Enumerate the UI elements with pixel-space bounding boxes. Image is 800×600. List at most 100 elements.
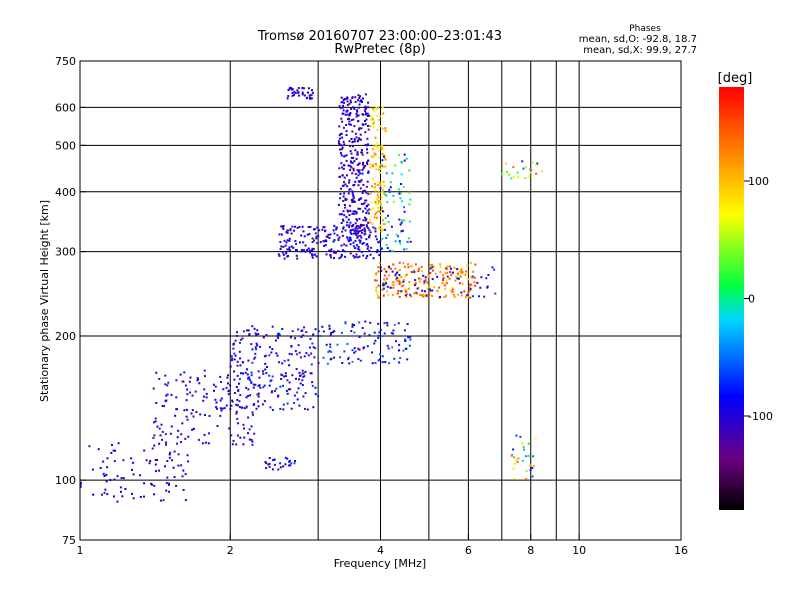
data-point	[256, 344, 259, 347]
data-point	[294, 337, 296, 340]
data-point	[349, 165, 352, 167]
data-point	[359, 234, 362, 237]
data-point	[373, 331, 376, 334]
data-point	[534, 437, 537, 440]
data-point	[298, 225, 301, 228]
data-point	[379, 187, 382, 190]
data-point	[246, 373, 249, 376]
data-point	[366, 161, 368, 164]
data-point	[517, 457, 520, 460]
data-point	[352, 194, 355, 197]
x-tick-label: 1	[77, 544, 84, 557]
data-point	[253, 327, 256, 330]
data-point	[252, 386, 255, 389]
data-point	[403, 279, 406, 281]
x-axis-ticks: 1 2 4 6 8 10 16	[77, 534, 688, 557]
data-point	[323, 245, 326, 247]
data-point	[295, 242, 298, 245]
data-point	[358, 128, 360, 131]
data-point	[257, 370, 260, 373]
data-point	[367, 192, 370, 195]
data-point	[302, 230, 305, 233]
data-point	[250, 380, 253, 383]
data-point	[239, 341, 241, 344]
data-point	[342, 104, 345, 107]
data-point	[344, 321, 347, 324]
data-point	[186, 393, 189, 396]
colorbar-tick-label: -100	[748, 410, 773, 423]
data-point	[381, 237, 384, 240]
data-point	[377, 156, 380, 159]
data-point	[384, 223, 386, 226]
data-point	[531, 467, 534, 469]
data-point	[343, 155, 346, 158]
data-point	[254, 352, 257, 355]
data-point	[513, 477, 516, 480]
data-point	[230, 355, 233, 358]
data-point	[368, 334, 371, 337]
data-point	[158, 469, 160, 472]
data-point	[367, 170, 370, 173]
data-point	[220, 409, 223, 412]
data-point	[273, 463, 276, 466]
data-point	[154, 420, 157, 423]
data-point	[368, 235, 371, 238]
data-point	[229, 384, 232, 387]
data-point	[403, 248, 405, 251]
data-point	[374, 339, 377, 342]
data-point	[237, 388, 240, 391]
data-point	[265, 462, 268, 464]
data-point	[474, 284, 477, 287]
data-point	[355, 244, 358, 247]
data-point	[201, 442, 204, 445]
data-point	[398, 154, 400, 156]
data-point	[342, 126, 345, 129]
data-point	[512, 175, 515, 178]
data-point	[381, 127, 384, 130]
data-point	[184, 473, 187, 476]
data-point	[271, 390, 273, 393]
data-point	[352, 232, 355, 235]
data-point	[204, 441, 207, 444]
data-point	[357, 225, 360, 228]
data-point	[288, 352, 291, 355]
data-point	[353, 331, 356, 334]
data-point	[353, 351, 356, 354]
data-point	[376, 194, 379, 197]
data-point	[341, 101, 344, 104]
data-point	[288, 87, 291, 90]
data-point	[164, 465, 166, 468]
data-point	[359, 207, 362, 210]
data-point	[102, 460, 105, 463]
data-point	[433, 265, 435, 268]
data-point	[389, 286, 392, 289]
data-point	[167, 482, 170, 485]
data-point	[352, 228, 355, 231]
data-point	[398, 343, 401, 346]
data-point	[205, 396, 208, 399]
data-point	[351, 192, 354, 195]
data-point	[154, 417, 157, 420]
data-point	[271, 468, 274, 471]
data-point	[348, 140, 351, 143]
data-point	[466, 264, 469, 267]
data-point	[409, 198, 412, 201]
data-point	[286, 457, 289, 460]
data-point	[343, 143, 346, 146]
data-point	[375, 108, 378, 111]
data-point	[402, 262, 405, 265]
data-point	[508, 173, 511, 176]
data-point	[399, 242, 402, 245]
data-point	[470, 275, 473, 278]
data-point	[368, 114, 371, 117]
data-point	[362, 254, 365, 257]
data-point	[384, 158, 387, 161]
data-point	[289, 228, 292, 231]
data-point	[292, 246, 295, 249]
data-point	[313, 356, 316, 359]
data-point	[423, 282, 426, 285]
data-point	[131, 492, 133, 495]
data-point	[352, 156, 355, 159]
data-point	[382, 155, 385, 158]
data-point	[165, 399, 168, 402]
